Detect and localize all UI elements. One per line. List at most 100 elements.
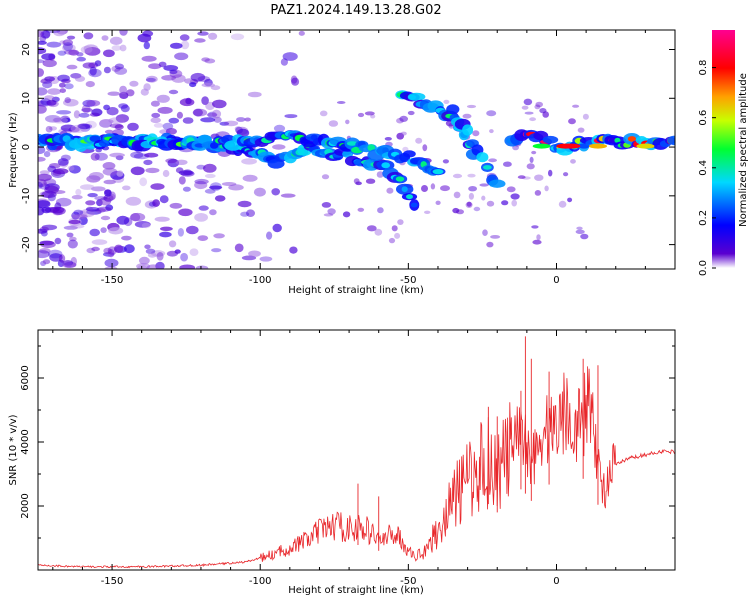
noise-blob xyxy=(85,207,100,212)
noise-blob xyxy=(489,129,494,134)
noise-blob xyxy=(193,108,203,117)
noise-blob xyxy=(107,249,115,258)
colorbar-label: Normalized spectral amplitude xyxy=(738,73,749,227)
noise-blob xyxy=(53,117,63,123)
noise-blob xyxy=(209,209,217,216)
spectrogram-frame xyxy=(37,29,676,270)
noise-blob xyxy=(94,60,102,67)
noise-blob xyxy=(452,207,460,214)
ridge-peak xyxy=(589,143,607,149)
noise-blob xyxy=(141,55,157,62)
noise-blob xyxy=(129,80,139,87)
noise-blob xyxy=(71,195,83,200)
noise-blob xyxy=(182,186,191,192)
noise-blob xyxy=(146,75,158,83)
noise-blob xyxy=(466,104,477,109)
noise-blob xyxy=(60,154,71,161)
noise-blob xyxy=(85,81,95,88)
noise-blob xyxy=(38,87,48,96)
noise-blob xyxy=(119,44,127,52)
noise-blob xyxy=(259,256,273,262)
noise-blob xyxy=(201,82,215,88)
noise-blob xyxy=(116,215,130,225)
noise-blob xyxy=(146,264,161,269)
y-tick-label: 0 xyxy=(21,144,32,150)
noise-blob xyxy=(328,120,339,127)
noise-blob xyxy=(194,178,209,185)
noise-blob xyxy=(73,209,84,216)
noise-blob xyxy=(144,152,159,158)
noise-blob xyxy=(189,82,197,88)
noise-blob xyxy=(548,169,553,177)
noise-blob xyxy=(145,167,160,174)
noise-blob xyxy=(209,185,223,190)
noise-blob xyxy=(41,53,56,61)
ridge-blob xyxy=(342,150,354,158)
noise-blob xyxy=(109,36,123,46)
noise-blob xyxy=(119,85,127,95)
noise-blob xyxy=(542,111,549,118)
noise-blob xyxy=(40,30,51,39)
noise-blob xyxy=(577,127,585,133)
noise-blob xyxy=(473,206,481,212)
snr-line xyxy=(38,366,675,569)
noise-blob xyxy=(127,122,139,131)
noise-blob xyxy=(88,172,104,181)
noise-blob xyxy=(357,112,365,118)
noise-blob xyxy=(511,199,517,207)
noise-blob xyxy=(190,72,206,82)
noise-blob xyxy=(204,173,216,179)
noise-blob xyxy=(38,181,43,189)
noise-blob xyxy=(407,110,415,116)
noise-blob xyxy=(56,110,72,115)
noise-blob xyxy=(66,35,76,40)
noise-blob xyxy=(228,184,244,191)
noise-blob xyxy=(180,252,189,262)
noise-blob xyxy=(376,171,384,178)
noise-blob xyxy=(143,159,153,166)
noise-blob xyxy=(563,172,569,177)
ridge-core xyxy=(346,141,358,146)
noise-blob xyxy=(136,263,151,269)
noise-blob xyxy=(69,224,85,229)
noise-blob xyxy=(45,115,61,123)
noise-blob xyxy=(121,235,132,241)
noise-blob xyxy=(179,264,196,269)
noise-blob xyxy=(453,191,461,199)
x-tick-label: 0 xyxy=(553,576,559,587)
noise-blob xyxy=(139,177,148,187)
noise-blob xyxy=(189,248,199,256)
noise-blob xyxy=(96,206,112,212)
noise-blob xyxy=(365,178,376,184)
noise-blob xyxy=(192,108,208,117)
noise-blob xyxy=(399,115,409,122)
noise-blob xyxy=(130,212,146,222)
noise-blob xyxy=(49,126,57,131)
noise-blob xyxy=(57,158,69,166)
noise-blob xyxy=(59,82,66,88)
ridge-blob xyxy=(403,150,416,158)
noise-blob xyxy=(108,117,125,124)
noise-blob xyxy=(357,207,365,212)
noise-blob xyxy=(130,151,144,159)
noise-blob xyxy=(182,117,194,124)
noise-blob xyxy=(488,158,497,163)
noise-blob xyxy=(169,202,183,209)
noise-blob xyxy=(534,190,542,196)
noise-blob xyxy=(582,113,589,120)
noise-blob xyxy=(62,260,73,268)
noise-blob xyxy=(321,202,332,208)
noise-blob xyxy=(370,114,376,119)
noise-blob xyxy=(108,227,124,235)
noise-blob xyxy=(70,73,82,79)
noise-blob xyxy=(197,31,209,36)
noise-blob xyxy=(248,250,261,257)
noise-blob xyxy=(47,88,61,95)
noise-blob xyxy=(575,229,585,234)
ridge-core xyxy=(401,186,408,193)
noise-blob xyxy=(147,252,157,258)
noise-blob xyxy=(168,117,180,124)
colorbar-tick-label: 0.2 xyxy=(698,210,709,226)
noise-blob xyxy=(160,226,173,231)
noise-blob xyxy=(377,207,384,214)
